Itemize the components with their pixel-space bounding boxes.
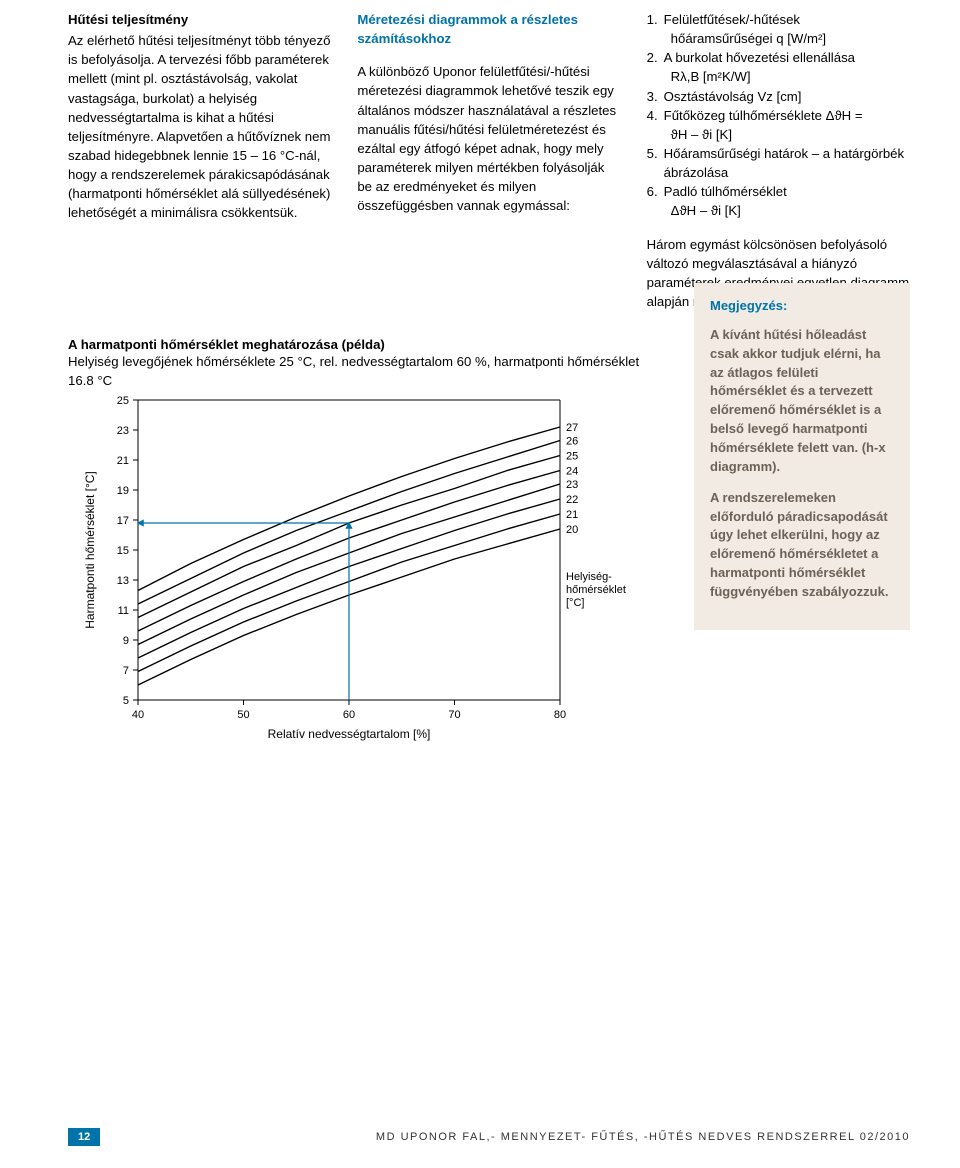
svg-text:23: 23 (117, 425, 129, 437)
footer: 12 MD UPONOR FAL,- MENNYEZET- FŰTÉS, -HŰ… (0, 1128, 960, 1146)
column-3: 1. Felületfűtések/-hűtésekhőáramsűrűségei… (647, 10, 910, 311)
list-text: A burkolat hővezetési ellenállása (664, 48, 855, 67)
svg-text:15: 15 (117, 545, 129, 557)
col1-body: Az elérhető hűtési teljesítményt több té… (68, 31, 331, 222)
list-number: 2. (647, 48, 658, 67)
top-columns: Hűtési teljesítmény Az elérhető hűtési t… (68, 10, 910, 311)
svg-text:13: 13 (117, 575, 129, 587)
list-number: 5. (647, 144, 658, 182)
example-title: A harmatponti hőmérséklet meghatározása … (68, 337, 668, 352)
svg-text:Relatív nedvességtartalom [%]: Relatív nedvességtartalom [%] (268, 727, 431, 741)
svg-text:Harmatponti hőmérséklet [°C]: Harmatponti hőmérséklet [°C] (83, 472, 97, 630)
svg-text:hőmérséklet: hőmérséklet (566, 584, 626, 596)
list-subtext: ϑH – ϑi [K] (647, 125, 910, 144)
col1-title: Hűtési teljesítmény (68, 10, 331, 29)
list-text: Padló túlhőmérséklet (664, 182, 787, 201)
svg-text:60: 60 (343, 709, 355, 721)
list-number: 3. (647, 87, 658, 106)
svg-text:20: 20 (566, 524, 578, 536)
svg-text:25: 25 (117, 395, 129, 407)
svg-text:21: 21 (117, 455, 129, 467)
svg-text:9: 9 (123, 635, 129, 647)
col2-body: A különböző Uponor felületfűtési/-hűtési… (357, 62, 620, 215)
svg-text:27: 27 (566, 422, 578, 434)
col3-list: 1. Felületfűtések/-hűtésekhőáramsűrűségei… (647, 10, 910, 221)
list-item: 1. Felületfűtések/-hűtések (647, 10, 910, 29)
list-number: 1. (647, 10, 658, 29)
svg-text:25: 25 (566, 451, 578, 463)
svg-text:24: 24 (566, 466, 578, 478)
svg-text:23: 23 (566, 479, 578, 491)
list-text: Hőáramsűrűségi határok – a határgörbék á… (664, 144, 910, 182)
svg-text:[°C]: [°C] (566, 597, 584, 609)
page-number: 12 (68, 1128, 100, 1146)
list-text: Fűtőközeg túlhőmérséklete ΔϑH = (664, 106, 863, 125)
list-number: 6. (647, 182, 658, 201)
dewpoint-chart: 5791113151719212325405060708020212223242… (68, 390, 638, 750)
svg-text:70: 70 (448, 709, 460, 721)
list-text: Felületfűtések/-hűtések (664, 10, 800, 29)
svg-text:19: 19 (117, 485, 129, 497)
column-1: Hűtési teljesítmény Az elérhető hűtési t… (68, 10, 331, 311)
list-number: 4. (647, 106, 658, 125)
svg-text:80: 80 (554, 709, 566, 721)
svg-text:50: 50 (237, 709, 249, 721)
example-block: A harmatponti hőmérséklet meghatározása … (68, 337, 910, 750)
example-sub: Helyiség levegőjének hőmérséklete 25 °C,… (68, 352, 668, 390)
list-item: 6. Padló túlhőmérséklet (647, 182, 910, 201)
svg-text:21: 21 (566, 509, 578, 521)
svg-text:26: 26 (566, 436, 578, 448)
svg-text:22: 22 (566, 494, 578, 506)
note-p2: A rendszerelemeken előforduló páradicsap… (710, 489, 894, 602)
chart-wrap: A harmatponti hőmérséklet meghatározása … (68, 337, 668, 750)
list-text: Osztástávolság Vz [cm] (664, 87, 802, 106)
list-item: 2. A burkolat hővezetési ellenállása (647, 48, 910, 67)
svg-text:11: 11 (118, 605, 129, 617)
footer-text: MD UPONOR FAL,- MENNYEZET- FŰTÉS, -HŰTÉS… (376, 1131, 910, 1143)
list-subtext: Rλ,B [m²K/W] (647, 67, 910, 86)
list-item: 3. Osztástávolság Vz [cm] (647, 87, 910, 106)
note-box: Megjegyzés: A kívánt hűtési hőleadást cs… (694, 283, 910, 630)
note-p1: A kívánt hűtési hőleadást csak akkor tud… (710, 326, 894, 477)
col2-title: Méretezési diagrammok a részletes számít… (357, 10, 620, 48)
list-item: 5.Hőáramsűrűségi határok – a határgörbék… (647, 144, 910, 182)
column-2: Méretezési diagrammok a részletes számít… (357, 10, 620, 311)
list-subtext: ΔϑH – ϑi [K] (647, 201, 910, 220)
svg-text:Helyiség-: Helyiség- (566, 571, 612, 583)
svg-text:17: 17 (117, 515, 129, 527)
svg-text:7: 7 (123, 665, 129, 677)
list-subtext: hőáramsűrűségei q [W/m²] (647, 29, 910, 48)
list-item: 4. Fűtőközeg túlhőmérséklete ΔϑH = (647, 106, 910, 125)
note-title: Megjegyzés: (710, 297, 894, 316)
svg-text:40: 40 (132, 709, 144, 721)
svg-text:5: 5 (123, 695, 129, 707)
